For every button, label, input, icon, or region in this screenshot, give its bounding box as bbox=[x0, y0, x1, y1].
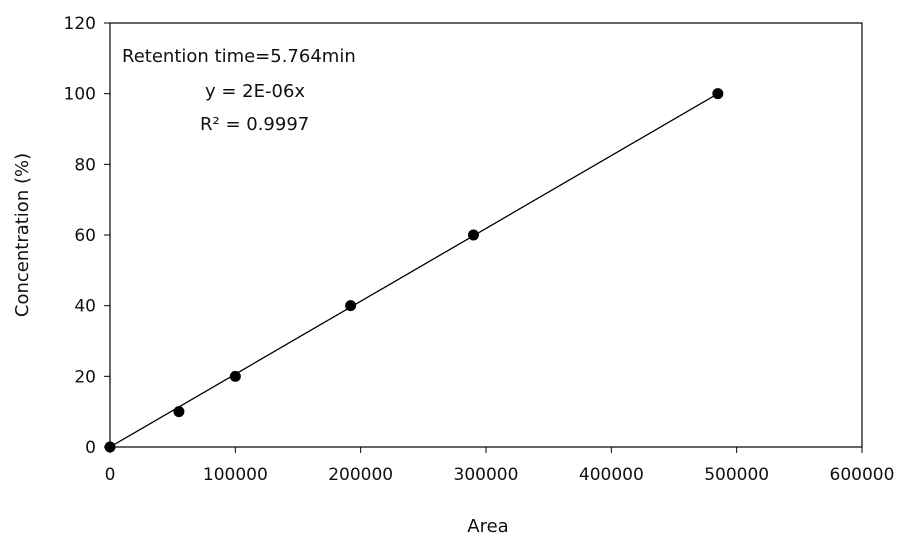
x-tick-label: 500000 bbox=[704, 465, 769, 485]
y-axis-ticks: 0 20 40 60 80 100 120 bbox=[64, 14, 110, 458]
x-axis-title: Area bbox=[467, 516, 508, 537]
data-point bbox=[104, 441, 116, 453]
trendline-group bbox=[109, 93, 719, 448]
x-tick-label: 200000 bbox=[328, 465, 393, 485]
annotation-r-squared: R² = 0.9997 bbox=[200, 114, 309, 135]
y-tick-label: 80 bbox=[74, 155, 96, 175]
data-point bbox=[173, 406, 185, 418]
data-points bbox=[104, 88, 724, 453]
annotation-equation: y = 2E-06x bbox=[205, 81, 305, 102]
y-tick-label: 100 bbox=[64, 85, 96, 105]
x-tick-label: 100000 bbox=[203, 465, 268, 485]
y-axis-title: Concentration (%) bbox=[12, 153, 33, 317]
y-tick-label: 40 bbox=[74, 297, 96, 317]
x-tick-label: 400000 bbox=[579, 465, 644, 485]
data-point bbox=[712, 88, 724, 100]
data-point bbox=[229, 370, 241, 382]
y-tick-label: 0 bbox=[85, 438, 96, 458]
data-point bbox=[345, 300, 357, 312]
x-tick-label: 300000 bbox=[454, 465, 519, 485]
y-tick-label: 20 bbox=[74, 367, 96, 387]
annotation-retention-time: Retention time=5.764min bbox=[122, 46, 356, 67]
data-point bbox=[467, 229, 479, 241]
y-tick-label: 120 bbox=[64, 14, 96, 34]
x-tick-label: 600000 bbox=[830, 465, 895, 485]
trendline bbox=[109, 93, 719, 448]
y-tick-label: 60 bbox=[74, 226, 96, 246]
x-axis-ticks: 0 100000 200000 300000 400000 500000 600000 bbox=[105, 447, 895, 485]
x-tick-label: 0 bbox=[105, 465, 116, 485]
